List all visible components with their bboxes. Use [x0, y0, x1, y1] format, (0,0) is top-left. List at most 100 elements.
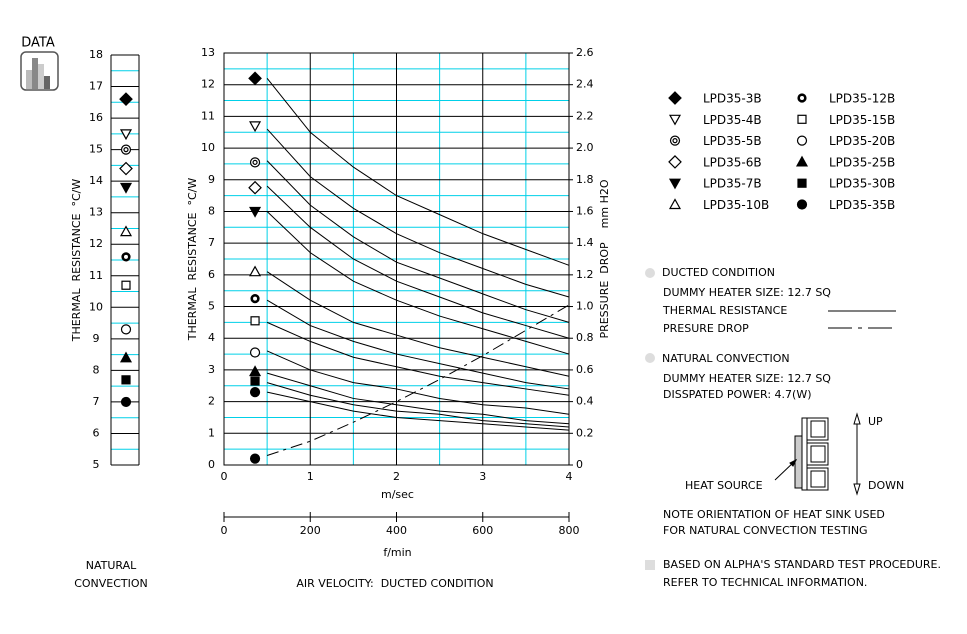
y-tick-label: 14: [89, 174, 103, 187]
y-tick-label: 9: [93, 332, 100, 345]
x-tick-label: 1: [307, 470, 314, 483]
legend-label: LPD35-15B: [829, 113, 895, 127]
curve: [266, 321, 570, 396]
curve: [266, 271, 570, 377]
y2-tick-label: 0.2: [576, 426, 594, 439]
note-text: FOR NATURAL CONVECTION TESTING: [663, 524, 868, 537]
legend-label: LPD35-25B: [829, 155, 895, 169]
y-tick-label: 16: [89, 111, 103, 124]
legend-marker: [669, 135, 681, 146]
y-tick-label: 18: [89, 48, 103, 61]
y2-tick-label: 2.0: [576, 141, 594, 154]
note-heading: DUCTED CONDITION: [662, 266, 775, 279]
y-tick-label: 1: [208, 426, 215, 439]
legend-label: LPD35-7B: [703, 177, 762, 191]
legend-marker: [795, 155, 809, 167]
legend-marker: [668, 114, 682, 126]
y-tick-label: 8: [93, 363, 100, 376]
y2-tick-label: 1.4: [576, 236, 594, 249]
marker: [250, 316, 260, 326]
bullet: [645, 353, 655, 363]
legend-label: LPD35-10B: [703, 198, 769, 212]
x-tick-label: 3: [479, 470, 486, 483]
caption: NATURAL: [86, 559, 137, 572]
y2-tick-label: 0.8: [576, 331, 594, 344]
marker: [250, 294, 260, 304]
logo-label: DATA: [21, 36, 55, 51]
marker: [120, 396, 132, 408]
note-text: DUMMY HEATER SIZE: 12.7 SQ: [663, 372, 831, 385]
y-tick-label: 13: [89, 206, 103, 219]
marker: [120, 324, 132, 335]
curve: [266, 299, 570, 390]
y2-axis-label-part: PRESSURE DROP: [598, 242, 611, 339]
caption: CONVECTION: [74, 577, 148, 590]
curve: [266, 128, 570, 298]
legend-marker: [797, 93, 807, 103]
marker: [121, 280, 131, 290]
y-tick-label: 10: [89, 300, 103, 313]
y2-axis-label-part: mm H2O: [598, 179, 611, 228]
legend-marker: [668, 91, 682, 105]
y-tick-label: 7: [208, 236, 215, 249]
caption: AIR VELOCITY: DUCTED CONDITION: [296, 577, 493, 590]
note-text: NOTE ORIENTATION OF HEAT SINK USED: [663, 508, 885, 521]
y-tick-label: 3: [208, 363, 215, 376]
legend-label: LPD35-5B: [703, 134, 762, 148]
y-tick-label: 4: [208, 331, 215, 344]
x2-tick-label: 800: [559, 524, 580, 537]
diagram-label: HEAT SOURCE: [685, 479, 763, 492]
x-axis-label: m/sec: [381, 488, 414, 501]
y-tick-label: 12: [89, 237, 103, 250]
y-tick-label: 5: [208, 300, 215, 313]
marker: [119, 161, 133, 176]
marker: [121, 375, 131, 385]
pressure-curve: [266, 304, 570, 456]
note-text: DISSPATED POWER: 4.7(W): [663, 388, 812, 401]
legend-marker: [668, 178, 682, 190]
marker: [250, 376, 260, 386]
y-tick-label: 15: [89, 143, 103, 156]
orientation-diagram: [774, 412, 861, 496]
marker: [248, 180, 262, 195]
y-tick-label: 10: [201, 141, 215, 154]
y2-tick-label: 1.0: [576, 300, 594, 313]
marker-inner: [123, 147, 129, 153]
y-tick-label: 11: [201, 109, 215, 122]
marker: [119, 182, 133, 194]
note-text: PRESURE DROP: [663, 322, 749, 335]
marker: [249, 121, 262, 133]
marker-inner: [252, 159, 258, 165]
marker: [249, 387, 261, 398]
y-tick-label: 6: [208, 268, 215, 281]
x2-axis-label: f/min: [383, 546, 411, 559]
legend-label: LPD35-6B: [703, 155, 762, 169]
marker-inner: [672, 138, 678, 144]
direction-label: DOWN: [868, 479, 904, 492]
x2-tick-label: 0: [221, 524, 228, 537]
note-heading: NATURAL CONVECTION: [662, 352, 790, 365]
note-text: REFER TO TECHNICAL INFORMATION.: [663, 576, 867, 589]
bullet: [645, 560, 655, 570]
y-tick-label: 13: [201, 46, 215, 59]
marker: [119, 129, 133, 141]
curve: [266, 350, 570, 415]
y-tick-label: 8: [208, 204, 215, 217]
legend-label: LPD35-20B: [829, 134, 895, 148]
y2-tick-label: 1.6: [576, 204, 594, 217]
y2-tick-label: 2.4: [576, 78, 594, 91]
y2-tick-label: 1.8: [576, 173, 594, 186]
x-tick-label: 0: [221, 470, 228, 483]
curve: [266, 372, 570, 425]
curve: [266, 160, 570, 323]
y-tick-label: 9: [208, 173, 215, 186]
x2-tick-label: 400: [386, 524, 407, 537]
y-tick-label: 7: [93, 395, 100, 408]
logo-icon: [20, 51, 59, 91]
legend-label: LPD35-35B: [829, 198, 895, 212]
marker: [119, 351, 133, 363]
note-text: THERMAL RESISTANCE: [662, 304, 787, 317]
marker: [249, 365, 262, 377]
